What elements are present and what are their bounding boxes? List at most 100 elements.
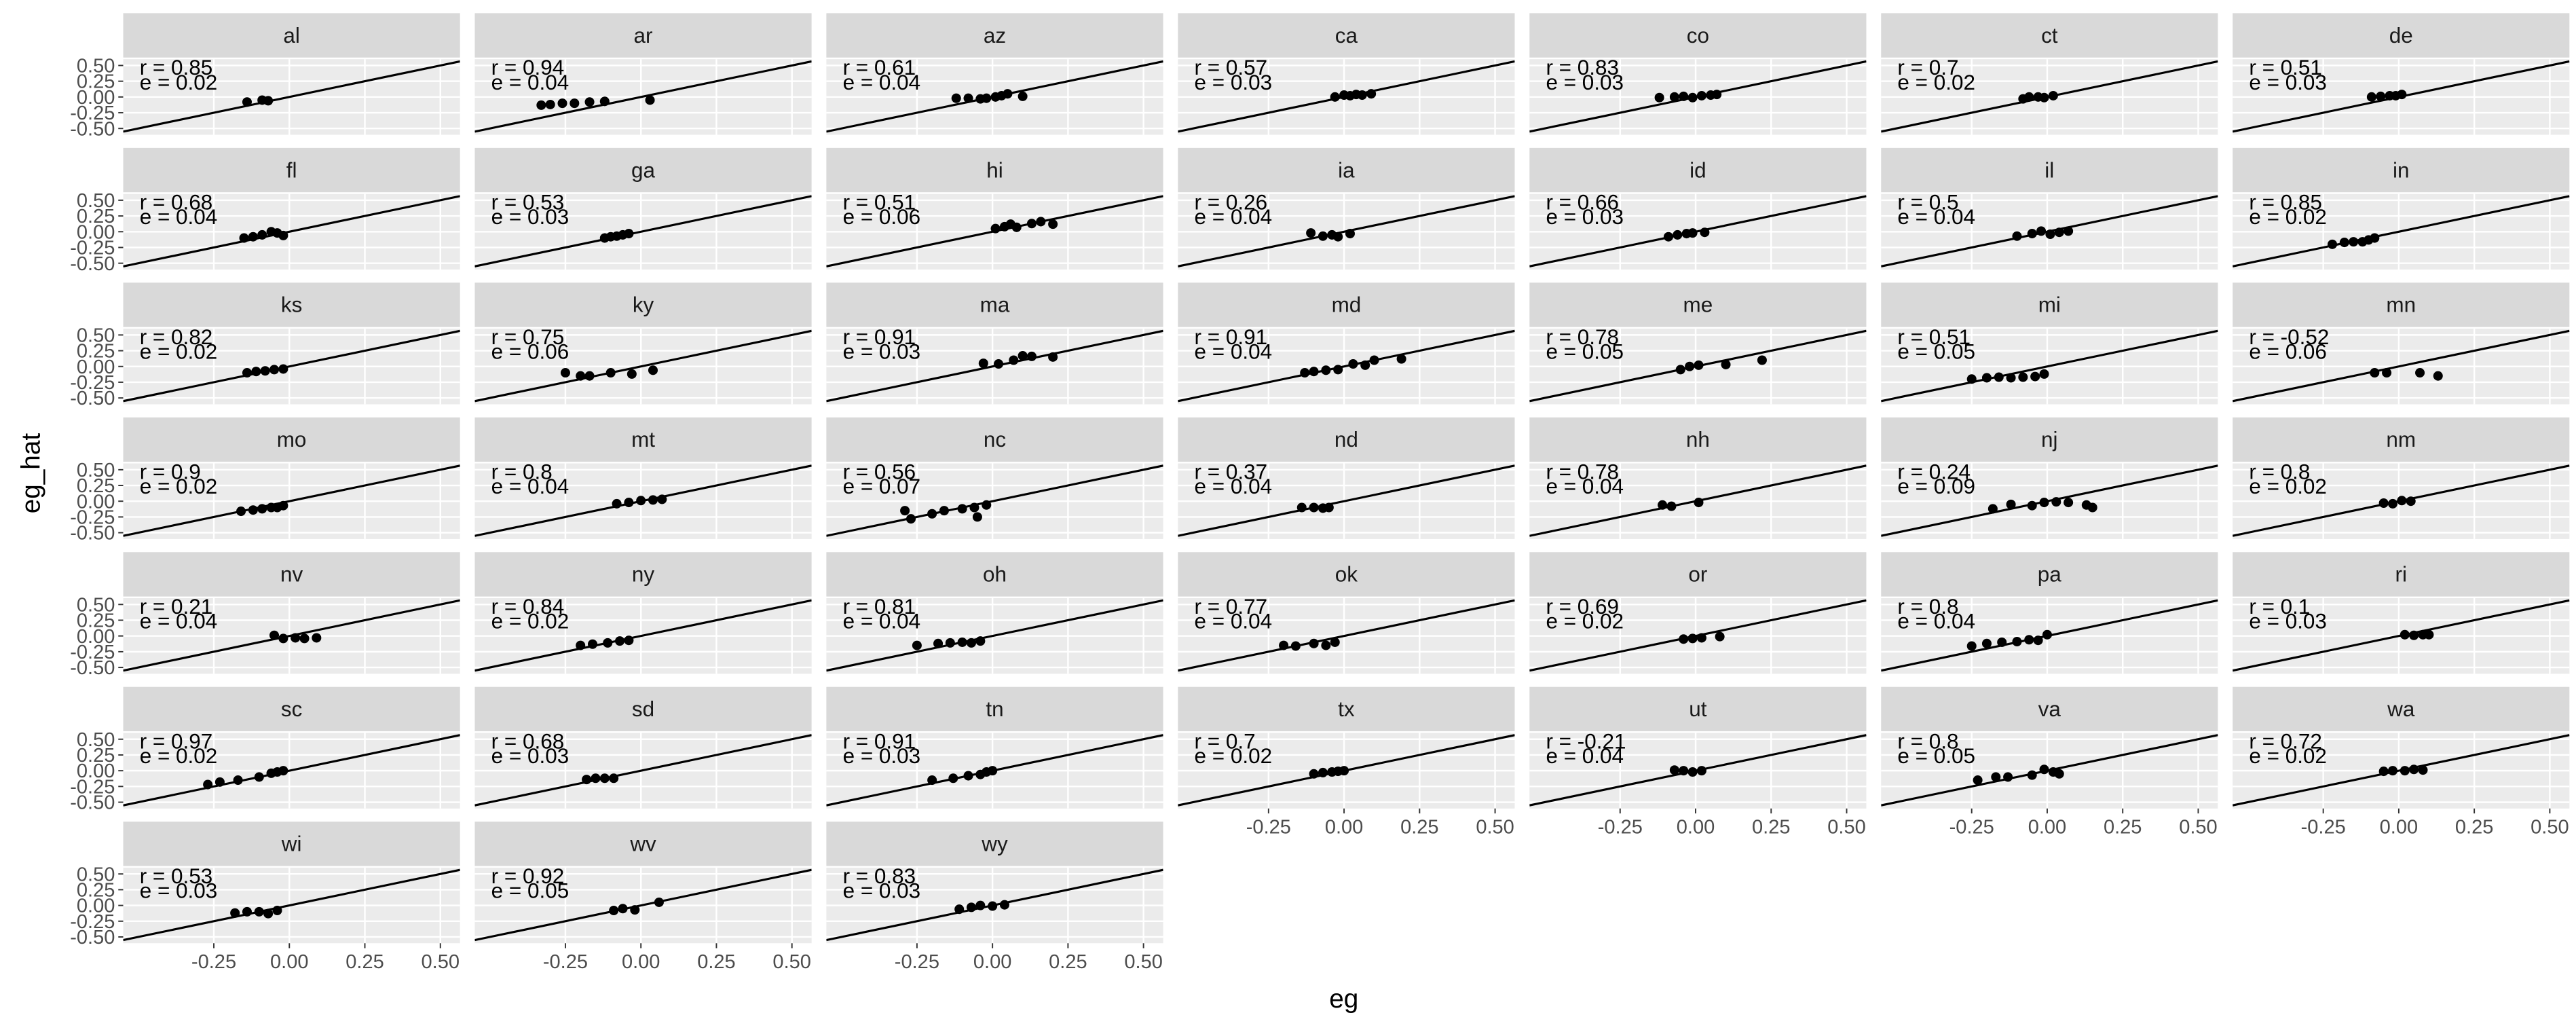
y-tick-label: -0.50: [70, 388, 115, 409]
panel-plot: [474, 598, 812, 674]
x-tick-label: 0.00: [2028, 817, 2067, 838]
annotation: r = 0.82: [140, 325, 213, 349]
strip-label: ut: [1689, 697, 1706, 721]
point: [624, 635, 634, 646]
x-axis-title: eg: [1329, 984, 1358, 1014]
facet-panel: oh r = 0.81e = 0.04: [826, 552, 1163, 674]
point: [1026, 351, 1037, 361]
point: [2387, 766, 2398, 776]
panel-plot: [1529, 59, 1867, 135]
strip: [826, 282, 1163, 327]
y-tick-label: 0.00: [77, 221, 115, 243]
strip: [1881, 282, 2218, 327]
annotation: e = 0.03: [843, 879, 921, 903]
point: [203, 779, 213, 790]
annotation: r = 0.78: [1546, 325, 1619, 349]
point: [615, 636, 625, 646]
point: [609, 906, 619, 916]
point: [1685, 361, 1695, 371]
panel-plot: [826, 194, 1163, 270]
facet-panel: tn r = 0.91e = 0.03: [826, 686, 1163, 809]
strip-label: al: [283, 24, 299, 48]
point: [1991, 772, 2001, 782]
y-tick-label: 0.50: [77, 594, 115, 616]
point: [1981, 373, 1992, 383]
point: [2006, 373, 2016, 383]
facet-panel: va r = 0.8e = 0.05 -0.25 0.00 0.25 0.50: [1881, 686, 2218, 838]
point: [957, 637, 967, 647]
panel-plot: [123, 867, 460, 944]
point: [1011, 222, 1022, 232]
annotation: r = 0.57: [1195, 56, 1268, 79]
annotation: r = 0.94: [491, 56, 565, 79]
annotation: r = 0.69: [1546, 595, 1619, 619]
reference-line: [474, 195, 812, 268]
x-tick-label: 0.25: [1752, 817, 1791, 838]
point: [975, 636, 986, 646]
point: [291, 633, 301, 643]
y-axis-title: eg_hat: [17, 433, 46, 514]
strip: [826, 552, 1163, 597]
y-tick-label: -0.25: [70, 776, 115, 798]
x-tick-label: 0.00: [973, 951, 1012, 973]
point: [1663, 232, 1673, 242]
point: [599, 773, 610, 784]
strip-label: ky: [633, 293, 654, 317]
panel-plot: [1178, 733, 1515, 809]
y-tick-label: -0.50: [70, 792, 115, 814]
annotation: e = 0.02: [1195, 744, 1273, 768]
x-tick-label: 0.25: [697, 951, 736, 973]
annotation: e = 0.03: [1546, 71, 1624, 94]
point: [2048, 90, 2058, 100]
annotation: r = 0.83: [843, 864, 916, 888]
point: [2387, 498, 2398, 509]
strip-label: wa: [2387, 697, 2415, 721]
annotation: e = 0.02: [140, 475, 218, 498]
annotation: e = 0.03: [843, 744, 921, 768]
point: [982, 500, 992, 510]
strip-label: ks: [281, 293, 302, 317]
facet-panel: or r = 0.69e = 0.02: [1529, 552, 1867, 674]
point: [2415, 368, 2425, 378]
reference-line: [1178, 464, 1515, 537]
point: [2039, 764, 2049, 775]
point: [239, 233, 249, 243]
annotation: r = 0.92: [491, 864, 565, 888]
point: [599, 96, 610, 107]
facet-panel: wa r = 0.72e = 0.02 -0.25 0.00 0.25 0.50: [2233, 686, 2570, 838]
annotation: e = 0.02: [140, 744, 218, 768]
strip-label: ok: [1335, 563, 1358, 587]
x-tick-label: 0.50: [1124, 951, 1163, 973]
panel-plot: [1529, 463, 1867, 539]
strip: [2233, 147, 2570, 193]
x-tick-label: 0.00: [1325, 817, 1364, 838]
point: [1973, 775, 1983, 786]
strip-label: mn: [2386, 293, 2416, 317]
panel-plot: [826, 598, 1163, 674]
point: [654, 897, 664, 907]
point: [1048, 219, 1058, 229]
strip: [1881, 417, 2218, 462]
strip-label: co: [1687, 24, 1709, 48]
point: [1712, 90, 1722, 100]
point: [1300, 368, 1310, 378]
annotation: r = 0.68: [491, 729, 565, 753]
y-tick-label: -0.25: [70, 238, 115, 259]
annotation: r = 0.8: [1897, 729, 1958, 753]
point: [605, 368, 616, 378]
y-tick-label: 0.00: [77, 491, 115, 513]
facet-panel: md r = 0.91e = 0.04: [1178, 282, 1515, 405]
y-tick-label: 0.00: [77, 760, 115, 782]
reference-line: [826, 464, 1163, 537]
strip-label: mt: [631, 428, 655, 452]
annotation: r = 0.81: [843, 595, 916, 619]
point: [2039, 369, 2049, 379]
point: [2382, 368, 2392, 378]
strip: [826, 13, 1163, 58]
point: [612, 498, 622, 509]
point: [1679, 766, 1689, 776]
y-tick-label: 0.50: [77, 729, 115, 751]
facet-panel: nc r = 0.56e = 0.07: [826, 417, 1163, 539]
strip-label: md: [1332, 293, 1362, 317]
annotation: e = 0.03: [491, 744, 570, 768]
